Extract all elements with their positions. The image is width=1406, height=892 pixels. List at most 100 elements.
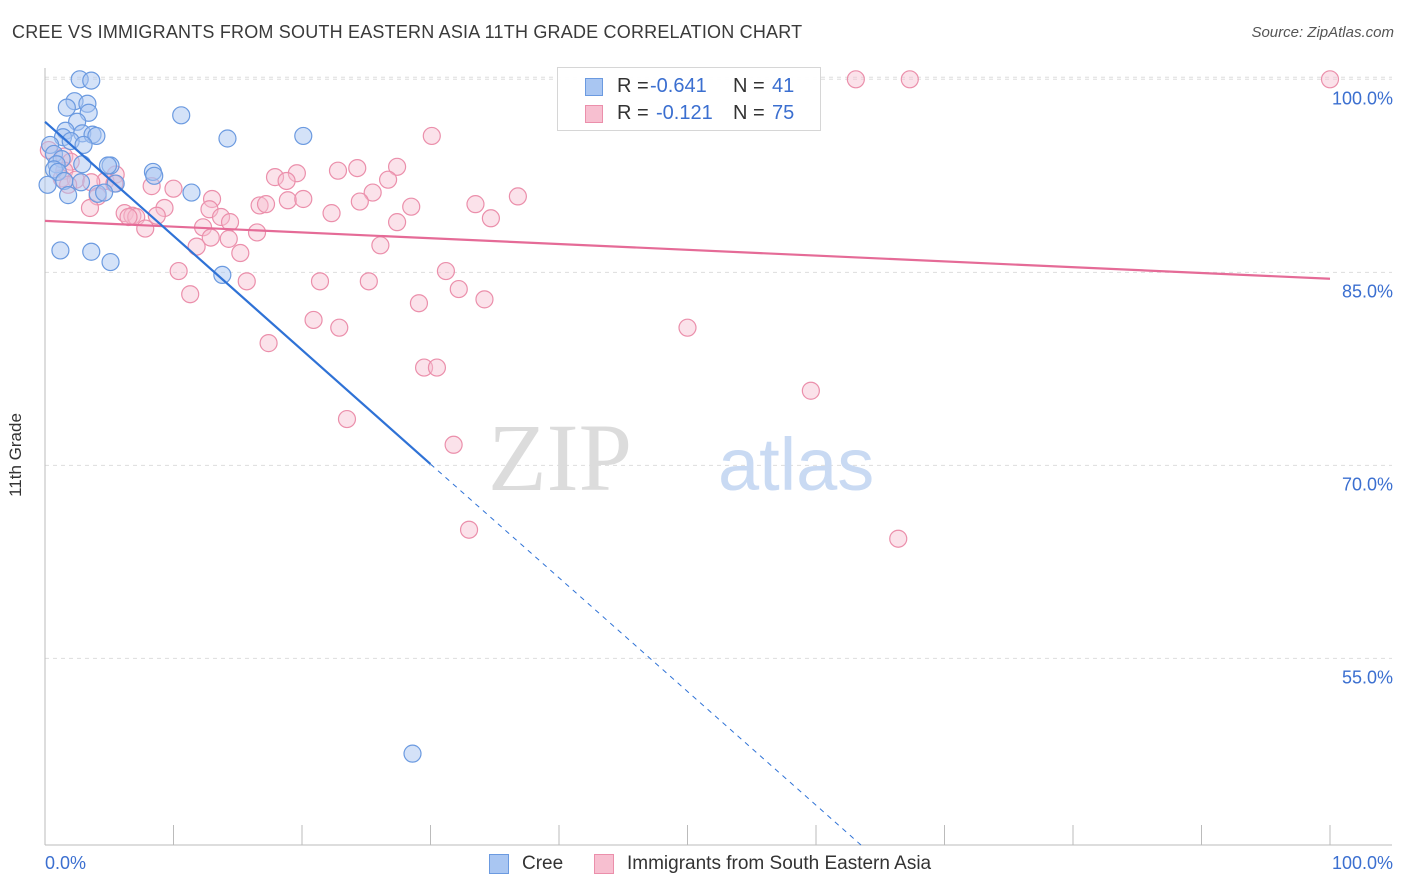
sea-point xyxy=(237,272,256,291)
sea-point xyxy=(359,272,378,291)
cree-point xyxy=(51,241,70,260)
sea-point xyxy=(889,529,908,548)
sea-point xyxy=(231,243,250,263)
sea-point xyxy=(449,279,468,299)
sea-point xyxy=(801,381,820,400)
cree-point xyxy=(101,252,120,272)
sea-point xyxy=(900,70,919,89)
sea-point xyxy=(136,219,155,238)
legend-r-value: -0.641 xyxy=(650,75,707,97)
sea-point xyxy=(211,207,231,227)
sea-point xyxy=(202,189,222,209)
source-label: Source: ZipAtlas.com xyxy=(1251,24,1394,41)
sea-point xyxy=(348,158,367,178)
legend-n-label: N = xyxy=(733,75,765,97)
sea-point xyxy=(247,223,267,242)
cree-point xyxy=(71,173,91,192)
sea-point xyxy=(371,236,390,255)
y-tick-label: 85.0% xyxy=(1342,281,1393,301)
legend-swatch-cree xyxy=(585,78,603,96)
trend-lines xyxy=(44,120,1331,846)
legend-n-value: 41 xyxy=(772,75,795,97)
bottom-legend-swatch-sea xyxy=(594,854,614,874)
sea-point xyxy=(256,195,276,214)
sea-point xyxy=(169,261,188,281)
sea-point xyxy=(330,318,349,337)
sea-point xyxy=(155,198,174,218)
sea-point xyxy=(444,435,463,454)
sea-point xyxy=(219,229,238,248)
sea-point xyxy=(436,261,456,281)
watermark-atlas: atlas xyxy=(718,423,874,506)
sea-point xyxy=(337,409,357,429)
cree-trend-extension xyxy=(430,463,862,846)
x-tick-label: 0.0% xyxy=(45,853,86,873)
legend-box: R = -0.641 N = 41 R = -0.121 N = 75 xyxy=(557,67,821,131)
cree-point xyxy=(38,175,57,194)
watermark-zip: ZIP xyxy=(488,404,632,511)
sea-point xyxy=(402,197,421,216)
sea-point xyxy=(181,285,200,304)
cree-point xyxy=(403,744,422,763)
cree-point xyxy=(82,71,101,90)
sea-point xyxy=(294,189,313,209)
legend-r-value: -0.121 xyxy=(656,102,713,124)
sea-point xyxy=(147,206,166,225)
sea-point xyxy=(304,310,323,330)
cree-points xyxy=(38,70,422,763)
sea-trend-line xyxy=(44,219,1331,280)
cree-point xyxy=(73,155,92,174)
sea-point xyxy=(846,70,865,89)
sea-point xyxy=(1320,70,1340,89)
sea-point xyxy=(164,179,183,198)
y-tick-label: 70.0% xyxy=(1342,474,1393,494)
sea-point xyxy=(466,195,485,214)
sea-point xyxy=(265,168,285,187)
cree-point xyxy=(218,129,237,148)
watermark: ZIP atlas xyxy=(488,404,874,511)
sea-point xyxy=(459,520,479,539)
sea-point xyxy=(363,183,382,202)
cree-point xyxy=(98,156,118,175)
tick-labels: 100.0% 85.0% 70.0% 55.0% 0.0% 100.0% xyxy=(45,88,1393,873)
sea-point xyxy=(119,207,138,227)
sea-point xyxy=(475,290,494,309)
cree-point xyxy=(213,265,232,285)
cree-point xyxy=(87,126,106,146)
cree-point xyxy=(82,242,101,261)
sea-point xyxy=(387,213,407,232)
bottom-legend-label-sea: Immigrants from South Eastern Asia xyxy=(627,853,932,874)
y-tick-label: 100.0% xyxy=(1332,88,1393,108)
chart-title: CREE VS IMMIGRANTS FROM SOUTH EASTERN AS… xyxy=(12,22,803,42)
sea-point xyxy=(378,170,398,189)
cree-point xyxy=(95,183,114,202)
sea-point xyxy=(259,334,278,353)
cree-point xyxy=(182,183,201,202)
sea-point xyxy=(414,358,434,377)
legend-r-label: R = xyxy=(617,75,649,97)
sea-point xyxy=(422,126,441,146)
sea-point xyxy=(250,196,269,215)
y-tick-label: 55.0% xyxy=(1342,667,1393,687)
sea-point xyxy=(277,171,296,191)
sea-point xyxy=(508,187,527,206)
sea-point xyxy=(481,209,500,228)
sea-point xyxy=(322,204,341,223)
cree-point xyxy=(145,166,164,185)
sea-point xyxy=(310,272,330,291)
axes xyxy=(44,68,1392,846)
legend-n-label: N = xyxy=(733,102,765,124)
sea-point xyxy=(350,192,369,211)
cree-point xyxy=(59,186,78,205)
cree-point xyxy=(57,98,76,117)
grid-lines xyxy=(45,76,1392,659)
cree-point xyxy=(172,106,191,125)
legend-n-value: 75 xyxy=(772,102,795,124)
sea-point xyxy=(427,358,447,377)
sea-point xyxy=(409,294,429,313)
sea-point xyxy=(278,191,297,210)
legend-swatch-sea xyxy=(585,105,603,123)
cree-point xyxy=(74,135,93,155)
bottom-legend-swatch-cree xyxy=(489,854,509,874)
